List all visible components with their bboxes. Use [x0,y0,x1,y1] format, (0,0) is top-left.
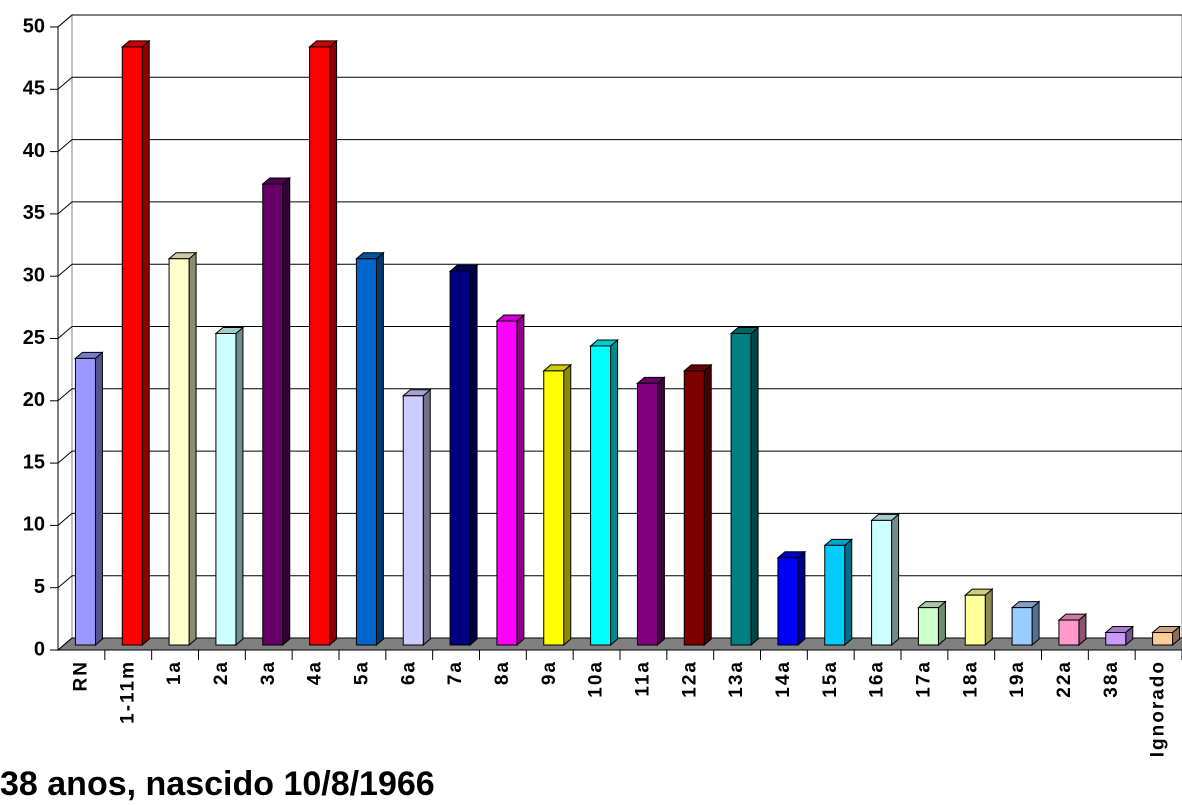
bar [1011,607,1033,646]
x-tick-label: 38a [1101,660,1122,698]
bar [215,333,237,646]
bar-side [375,251,384,647]
bar [355,258,377,646]
x-tick-label: 10a [586,660,607,698]
grid-line [57,76,73,90]
bar [917,607,939,646]
grid-line [57,575,73,589]
bar-side [329,39,338,647]
bar-side [984,588,993,647]
bar-side [141,39,150,647]
x-tick-label: 22a [1054,660,1075,698]
bar [1105,632,1127,646]
x-tick-label: 6a [398,660,419,685]
y-tick-label: 45 [23,78,45,100]
y-tick-label: 0 [34,638,45,660]
grid-line [57,513,73,526]
bar [590,345,612,646]
bar [121,46,143,646]
grid-line [57,201,73,215]
x-tick-label: 2a [211,660,232,685]
y-tick-label: 10 [23,514,45,536]
x-tick-label: 11a [632,660,653,697]
bar-side [937,600,946,647]
y-tick-label: 15 [23,451,45,473]
bar-side [235,326,244,647]
bar [74,357,96,646]
bar-side [797,550,806,647]
y-tick-label: 25 [23,327,45,349]
grid-line [57,637,73,651]
bar [730,333,752,646]
bar [636,382,658,646]
bar-side [891,513,900,647]
grid-line [57,14,73,28]
bar-side [656,376,665,647]
x-tick-label: 19a [1007,660,1028,698]
x-tick-label: 17a [913,660,934,698]
x-tick-label: 15a [820,660,841,698]
x-tick-label: 5a [351,660,372,685]
bar [402,395,424,646]
grid-line [57,139,73,152]
y-tick-label: 40 [23,140,45,162]
bar-side [94,351,103,647]
x-tick-label: 3a [258,660,279,685]
x-tick-label: RN [70,660,91,691]
grid-line [57,388,73,402]
bar [309,46,331,646]
x-tick-label: 4a [305,660,326,685]
grid-line [57,263,73,277]
bar [1152,632,1174,646]
bar-side [1031,600,1040,647]
bar-side [703,363,712,647]
bar-side [282,176,291,647]
x-tick-label: 16a [867,660,888,698]
x-tick-label: Ignorado [1148,660,1169,757]
bar-side [422,388,431,647]
bar [262,183,284,646]
bar [449,270,471,646]
grid-line [57,326,73,339]
x-tick-label: 14a [773,660,794,698]
annotation: 38 anos, nascido 10/8/1966 [0,765,435,803]
y-tick-label: 35 [23,202,45,224]
bar [496,320,518,646]
x-tick-label: 18a [960,660,981,698]
y-tick-label: 50 [23,15,45,37]
bar [964,594,986,646]
bar-side [563,363,572,647]
x-tick-label: 8a [492,660,513,685]
bar [168,258,190,646]
bar-side [844,538,853,647]
y-tick-label: 30 [23,264,45,286]
bar [824,544,846,646]
bar [871,519,893,646]
bar-side [469,264,478,647]
bar [777,557,799,646]
x-tick-label: 9a [539,660,560,685]
x-tick-label: 1a [164,660,185,685]
x-tick-label: 13a [726,660,747,698]
x-tick-label: 7a [445,660,466,685]
y-tick-label: 5 [34,576,45,598]
grid-line [57,450,73,464]
x-tick-label: 1-11m [117,660,138,724]
x-tick-label: 12a [679,660,700,698]
bar-side [516,313,525,647]
bar-side [188,251,197,647]
bar-side [750,326,759,647]
bar [543,370,565,646]
bar [683,370,705,646]
bar [1058,619,1080,646]
y-tick-label: 20 [23,389,45,411]
bar-side [610,338,619,647]
